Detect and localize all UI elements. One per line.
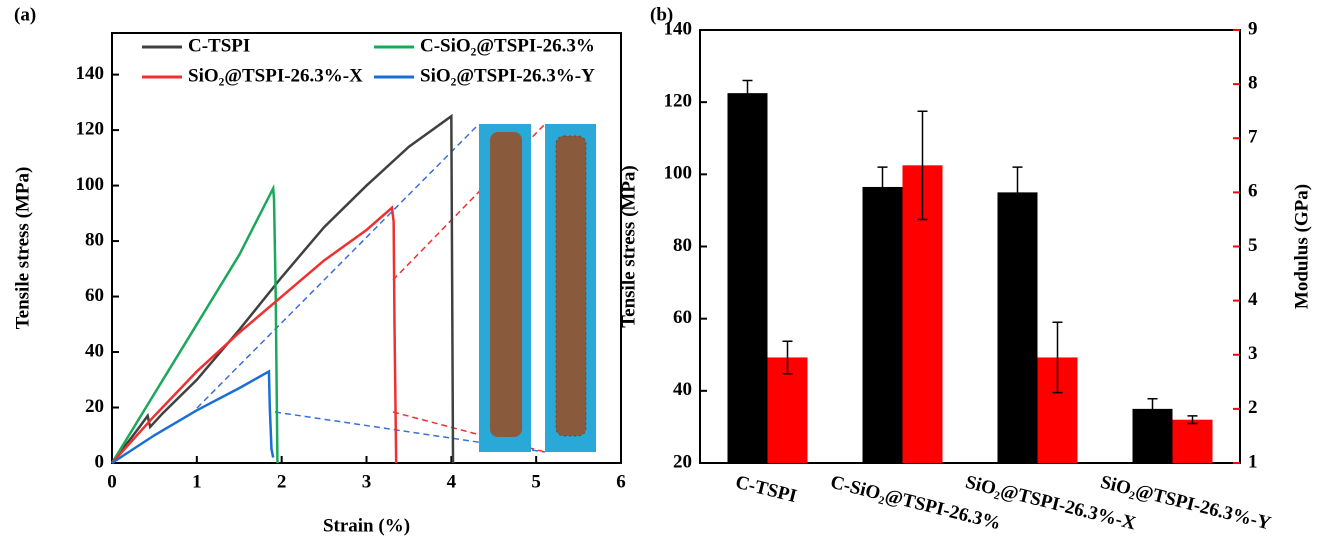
y-tick-label: 40: [673, 379, 692, 400]
x-tick-label: 2: [277, 471, 287, 492]
bar: [862, 186, 903, 463]
bar: [727, 93, 768, 463]
x-axis-label: Strain (%): [323, 515, 410, 536]
inset-photo: [196, 123, 596, 453]
line-series: [111, 205, 398, 464]
line-series: [110, 183, 279, 464]
bar: [767, 357, 808, 463]
x-tick-label: 5: [531, 471, 541, 492]
legend-label: SiO₂@TSPI-26.3%-Y: [420, 65, 595, 86]
x-tick-label: 4: [447, 471, 457, 492]
legend-label: C-SiO₂@TSPI-26.3%: [420, 35, 595, 56]
y-tick-label: 6: [1248, 181, 1258, 202]
y-tick-label: 0: [95, 451, 105, 472]
y-tick-label: 20: [85, 396, 104, 417]
y-tick-label: 3: [1248, 343, 1258, 364]
y-tick-label: 80: [85, 229, 104, 250]
y-tick-label: 2: [1248, 397, 1258, 418]
y-tick-label: 9: [1248, 18, 1258, 39]
y-tick-label: 20: [673, 451, 692, 472]
y-tick-label: 60: [85, 285, 104, 306]
panel-label: (b): [650, 4, 673, 25]
panel-label: (a): [14, 4, 36, 25]
error-bar: [1052, 321, 1063, 394]
error-bar: [1147, 398, 1158, 420]
error-bar: [1187, 415, 1198, 425]
y-tick-label: 120: [664, 91, 693, 112]
x-tick-label: 0: [107, 471, 117, 492]
y-axis-label: Tensile stress (MPa): [12, 167, 33, 330]
y-tick-label: 8: [1248, 72, 1258, 93]
legend-label: C-TSPI: [188, 35, 250, 56]
legend-label: SiO₂@TSPI-26.3%-X: [188, 65, 363, 86]
error-bar: [742, 79, 753, 107]
y-tick-label: 140: [664, 18, 693, 39]
y-tick-label: 100: [664, 163, 693, 184]
y-tick-label: 4: [1248, 289, 1258, 310]
x-tick-label: 1: [192, 471, 202, 492]
y-tick-label: 1: [1248, 451, 1258, 472]
y2-axis-label: Modulus (GPa): [1291, 184, 1312, 309]
bar: [1172, 419, 1213, 463]
y-tick-label: 60: [673, 307, 692, 328]
error-bar: [782, 340, 793, 375]
plot-frame: [111, 32, 622, 464]
x-tick-label: 3: [362, 471, 372, 492]
y-tick-label: 80: [673, 235, 692, 256]
y-tick-label: 120: [76, 118, 105, 139]
bar: [997, 192, 1038, 463]
y-axis-label: Tensile stress (MPa): [618, 165, 639, 328]
y-tick-label: 140: [76, 63, 105, 84]
line-series: [111, 113, 455, 464]
error-bar: [1012, 166, 1023, 219]
x-tick-label: C-TSPI: [733, 472, 799, 507]
y-tick-label: 5: [1248, 235, 1258, 256]
y-tick-label: 40: [85, 340, 104, 361]
y-tick-label: 7: [1248, 127, 1258, 148]
error-bar: [877, 166, 888, 208]
y-tick-label: 100: [76, 174, 105, 195]
x-tick-label: 6: [616, 471, 626, 492]
error-bar: [917, 110, 928, 221]
line-series: [111, 369, 275, 465]
